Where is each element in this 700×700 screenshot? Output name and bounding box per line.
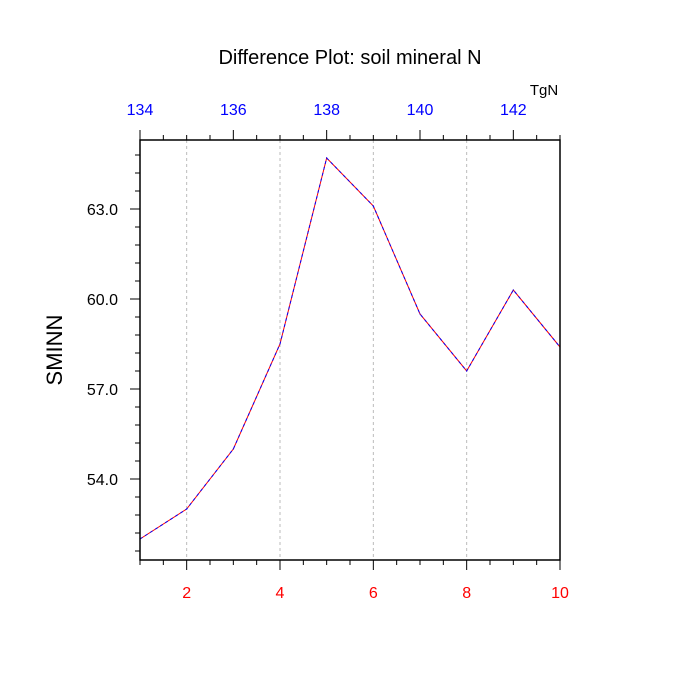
data-point (419, 313, 421, 315)
x-tick-label: 8 (462, 585, 471, 602)
top-tick-label: 142 (500, 102, 527, 119)
y-tick-label: 57.0 (87, 382, 118, 399)
data-point (372, 205, 374, 207)
data-point (326, 157, 328, 159)
y-tick-label: 54.0 (87, 472, 118, 489)
grid-layer (186, 140, 468, 560)
top-axis-unit-label: TgN (530, 82, 558, 99)
data-point (466, 370, 468, 372)
top-tick-label: 136 (220, 102, 247, 119)
data-point (279, 343, 281, 345)
y-tick-label: 63.0 (87, 202, 118, 219)
top-tick-label: 134 (127, 102, 154, 119)
tick-layer: 2 4 6 8 10 134 136 138 140 142 54.0 57.0 60.0 63.0 (87, 102, 569, 602)
chart-title: Difference Plot: soil mineral N (218, 47, 481, 69)
x-tick-label: 2 (182, 585, 191, 602)
top-tick-label: 140 (407, 102, 434, 119)
y-axis-label: SMINN (42, 315, 67, 386)
top-tick-label: 138 (313, 102, 340, 119)
data-point (232, 448, 234, 450)
data-point (512, 289, 514, 291)
plot-frame (139, 139, 561, 561)
x-tick-label: 6 (369, 585, 378, 602)
series-line-dashes (139, 157, 561, 540)
series-layer (139, 157, 561, 540)
y-tick-label: 60.0 (87, 292, 118, 309)
x-tick-label: 4 (276, 585, 285, 602)
x-tick-label: 10 (551, 585, 569, 602)
data-point (186, 508, 188, 510)
series-line (139, 157, 561, 540)
